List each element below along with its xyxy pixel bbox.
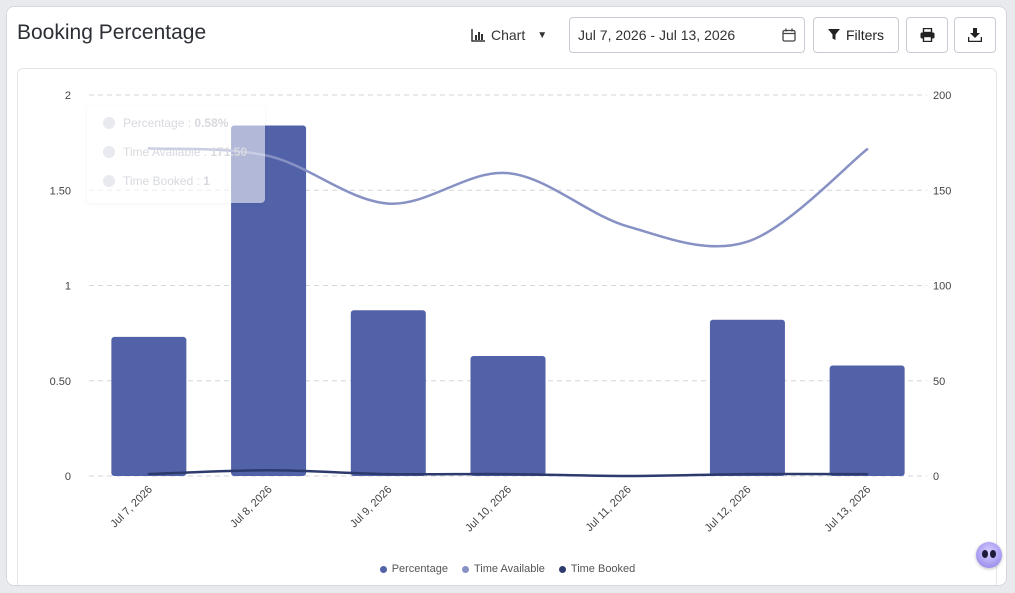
tooltip-available-value: 171.50 <box>210 145 248 159</box>
legend-dot-percentage <box>379 565 387 573</box>
right-axis-tick-label: 0 <box>933 471 939 483</box>
x-axis-tick-label: Jul 11, 2026 <box>584 484 634 534</box>
tooltip-row-booked: Time Booked : 1 <box>103 174 210 188</box>
x-axis-tick-label: Jul 7, 2026 <box>108 484 155 531</box>
x-axis-tick-label: Jul 9, 2026 <box>348 484 395 531</box>
x-axis-tick-label: Jul 13, 2026 <box>822 484 873 535</box>
caret-down-icon: ▼ <box>537 29 548 41</box>
tooltip-booked-label: Time Booked : <box>123 174 204 188</box>
bar-percentage[interactable] <box>829 365 905 476</box>
chart-tooltip: Percentage : 0.58% Time Available : 171.… <box>87 106 265 203</box>
chart-legend: Percentage Time Available Time Booked <box>7 563 1006 575</box>
booking-percentage-card: Booking Percentage Chart ▼ Jul 7, 2026 -… <box>6 6 1007 586</box>
left-axis-tick-label: 0 <box>65 471 71 483</box>
left-axis-tick-label: 1 <box>65 281 71 293</box>
funnel-icon <box>827 29 840 40</box>
tooltip-row-available: Time Available : 171.50 <box>103 145 247 159</box>
page-title: Booking Percentage <box>17 21 207 44</box>
printer-icon <box>920 28 934 42</box>
legend-dot-time-booked <box>558 565 566 573</box>
tooltip-booked-value: 1 <box>203 174 210 188</box>
filters-label: Filters <box>845 27 885 43</box>
tooltip-percentage-label: Percentage : <box>123 116 195 130</box>
filters-button[interactable]: Filters <box>813 17 899 53</box>
x-axis-tick-label: Jul 8, 2026 <box>228 484 275 531</box>
legend-dot-time-available <box>461 565 469 573</box>
view-toggle-dropdown[interactable]: Chart ▼ <box>471 17 557 53</box>
date-range-input[interactable]: Jul 7, 2026 - Jul 13, 2026 <box>569 17 805 53</box>
download-button[interactable] <box>954 17 996 53</box>
tooltip-available-label: Time Available : <box>123 145 211 159</box>
bar-percentage[interactable] <box>231 125 307 476</box>
legend-label-percentage: Percentage <box>391 563 448 575</box>
booking-chart: 0 0.50 1 1.50 2 0 50 100 150 200 Jul 7, 2026 Jul 8,… <box>50 90 952 535</box>
date-range-value: Jul 7, 2026 - Jul 13, 2026 <box>578 27 736 43</box>
left-axis-tick-label: 1.50 <box>50 185 71 197</box>
left-axis-tick-label: 2 <box>65 90 71 102</box>
legend-item-time-booked[interactable]: Time Booked <box>558 563 636 575</box>
tooltip-row-percentage: Percentage : 0.58% <box>103 116 228 130</box>
bar-chart-icon <box>471 28 485 42</box>
right-axis-tick-label: 50 <box>933 376 945 388</box>
line-time-booked[interactable] <box>147 469 869 478</box>
legend-label-time-available: Time Available <box>473 563 545 575</box>
legend-item-percentage[interactable]: Percentage <box>379 563 448 575</box>
legend-label-time-booked: Time Booked <box>570 563 636 575</box>
bar-percentage[interactable] <box>709 319 785 476</box>
calendar-icon <box>782 28 796 42</box>
view-toggle-label: Chart <box>491 27 526 43</box>
left-axis-tick-label: 0.50 <box>50 376 71 388</box>
x-axis-tick-label: Jul 10, 2026 <box>463 484 514 535</box>
bar-percentage[interactable] <box>350 310 426 476</box>
download-icon <box>968 28 982 42</box>
bar-percentage[interactable] <box>111 336 187 476</box>
right-axis-tick-label: 150 <box>933 185 951 197</box>
bar-percentage[interactable] <box>470 355 546 476</box>
line-time-available[interactable] <box>147 147 869 248</box>
right-axis-tick-label: 200 <box>933 90 951 102</box>
legend-item-time-available[interactable]: Time Available <box>461 563 545 575</box>
print-button[interactable] <box>906 17 948 53</box>
x-axis-tick-label: Jul 12, 2026 <box>703 484 754 535</box>
tooltip-percentage-value: 0.58% <box>194 116 229 130</box>
chart-panel <box>17 68 997 585</box>
assistant-bot-icon[interactable] <box>976 542 1002 568</box>
right-axis-tick-label: 100 <box>933 281 951 293</box>
